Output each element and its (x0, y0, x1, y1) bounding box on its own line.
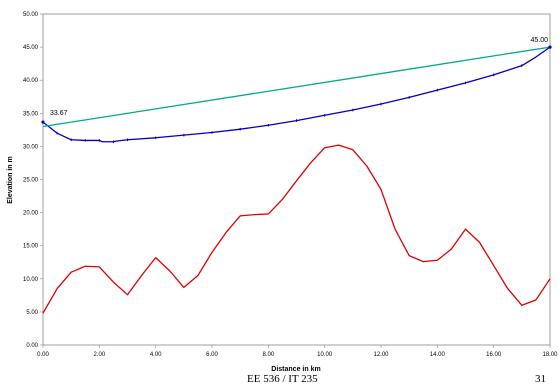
y-tick-label: 20.00 (23, 211, 39, 217)
x-tick-label: 12.00 (373, 352, 389, 358)
x-tick-label: 16.00 (486, 352, 502, 358)
x-tick-label: 14.00 (430, 352, 446, 358)
y-tick-label: 0.00 (26, 343, 38, 349)
y-axis: 0.00 5.00 10.00 15.00 20.00 25.00 30.00 35.00 40… (23, 12, 43, 349)
x-tick-label: 6.00 (206, 352, 218, 358)
plot-area (42, 13, 551, 346)
y-tick-label: 25.00 (23, 178, 39, 184)
x-tick-label: 18.00 (542, 352, 558, 358)
annotation-layer: 33.67 45.00 (50, 37, 548, 117)
y-tick-label: 40.00 (23, 78, 39, 84)
y-tick-label: 5.00 (26, 310, 38, 316)
straight-line-of-sight (42, 46, 551, 128)
series-layer (41, 45, 552, 314)
footer-page-number: 31 (535, 373, 546, 385)
y-tick-label: 35.00 (23, 111, 39, 117)
y-tick-label: 10.00 (23, 277, 39, 283)
endpoint-dot (41, 120, 45, 124)
y-tick-label: 45.00 (23, 45, 39, 51)
x-tick-label: 4.00 (150, 352, 162, 358)
x-axis: 0.00 2.00 4.00 6.00 8.00 10.00 12.00 14.00 16.00… (37, 345, 558, 358)
terrain-profile-line (42, 144, 551, 314)
x-axis-title: Distance in km (271, 366, 320, 373)
x-tick-label: 8.00 (262, 352, 274, 358)
footer-course-code: EE 536 / IT 235 (247, 373, 318, 385)
y-tick-label: 30.00 (23, 144, 39, 150)
annotation-label: 45.00 (530, 37, 548, 44)
endpoint-dot (548, 45, 552, 49)
x-tick-label: 2.00 (93, 352, 105, 358)
annotation-label: 33.67 (50, 110, 68, 117)
y-tick-label: 15.00 (23, 244, 39, 250)
x-tick-label: 10.00 (317, 352, 333, 358)
y-tick-label: 50.00 (23, 12, 39, 18)
x-tick-label: 0.00 (37, 352, 49, 358)
y-axis-title: Elevation in m (7, 156, 14, 203)
